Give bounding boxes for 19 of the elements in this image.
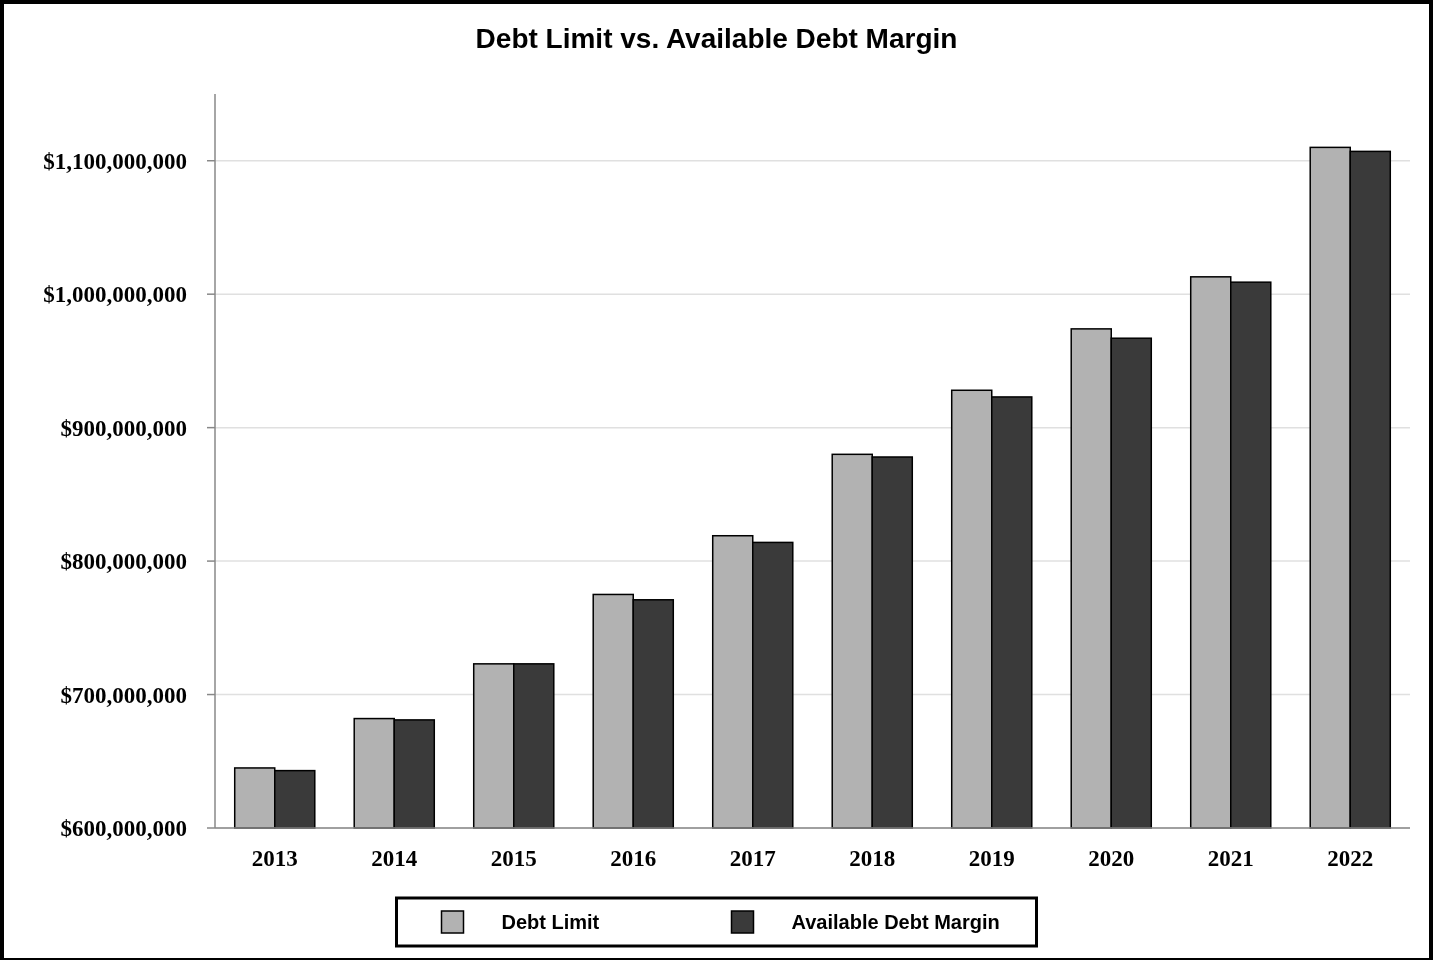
legend-label: Available Debt Margin — [791, 911, 1000, 933]
x-tick-label: 2022 — [1327, 846, 1374, 871]
x-tick-label: 2015 — [490, 846, 537, 871]
y-tick-label: $800,000,000 — [60, 549, 187, 575]
chart-title: Debt Limit vs. Available Debt Margin — [475, 23, 958, 54]
y-tick-label: $1,100,000,000 — [43, 148, 187, 174]
x-tick-label: 2013 — [251, 846, 298, 871]
x-tick-label: 2020 — [1088, 846, 1135, 871]
x-tick-label: 2017 — [729, 846, 776, 871]
x-tick-label: 2014 — [371, 846, 418, 871]
x-tick-label: 2018 — [849, 846, 896, 871]
x-tick-label: 2016 — [610, 846, 657, 871]
legend-label: Debt Limit — [501, 911, 600, 933]
y-tick-label: $600,000,000 — [60, 816, 187, 842]
y-tick-label: $1,000,000,000 — [43, 282, 187, 308]
y-tick-label: $700,000,000 — [60, 682, 187, 708]
x-tick-label: 2019 — [968, 846, 1015, 871]
x-tick-label: 2021 — [1207, 846, 1254, 871]
y-tick-label: $900,000,000 — [60, 415, 187, 441]
